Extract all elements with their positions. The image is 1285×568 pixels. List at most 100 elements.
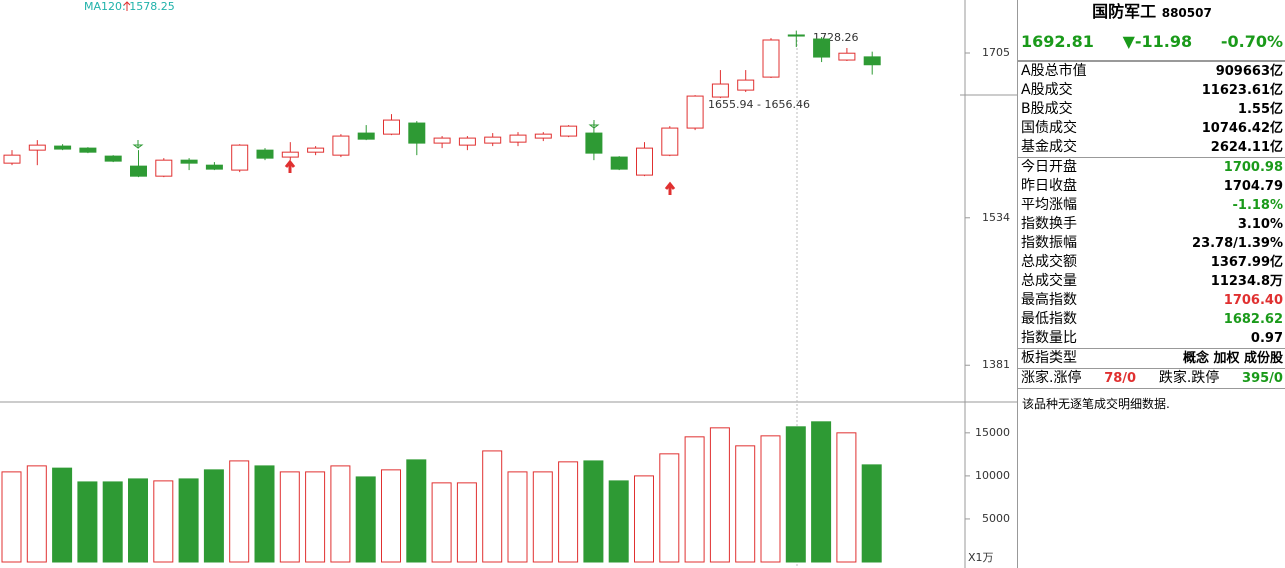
stat-value: 1704.79 <box>1223 179 1283 194</box>
stat-value: 10746.42亿 <box>1201 121 1283 136</box>
stat-row: 指数量比 0.97 <box>1018 329 1285 348</box>
volume-bar <box>456 482 477 563</box>
stat-row: A股总市值 909663亿 <box>1018 61 1285 81</box>
candle-body <box>104 155 122 162</box>
note: 该品种无逐笔成交明细数据. <box>1022 397 1170 411</box>
volume-bar <box>305 471 326 563</box>
candle-body <box>54 145 72 150</box>
candle-body <box>281 151 299 158</box>
stat-value: 2624.11亿 <box>1210 140 1283 155</box>
volume-bar <box>861 464 882 563</box>
candle-body <box>686 95 704 129</box>
volume-bar <box>254 465 275 563</box>
stat-label: A股总市值 <box>1021 63 1087 79</box>
volume-bar <box>684 436 705 563</box>
stat-label: 指数量比 <box>1021 330 1077 346</box>
label: 跌家.跌停 <box>1158 370 1220 386</box>
volume-bar <box>26 465 47 563</box>
candle-body <box>509 134 527 143</box>
stat-value: 1682.62 <box>1223 312 1283 327</box>
volume-bar <box>532 471 553 563</box>
stat-label: A股成交 <box>1021 82 1073 98</box>
candle-body <box>180 159 198 164</box>
volume-bar <box>507 471 528 563</box>
stat-value: 3.10% <box>1237 217 1283 232</box>
candle-body <box>787 34 805 37</box>
panel-header: 国防军工 880507 <box>1018 0 1285 24</box>
candle-body <box>307 147 325 153</box>
volume-bar <box>709 427 730 563</box>
volume-bar <box>128 478 148 563</box>
candle-body <box>357 132 375 140</box>
volume-bar <box>608 480 629 563</box>
stat-label: 今日开盘 <box>1021 159 1077 175</box>
stat-row: B股成交 1.55亿 <box>1018 100 1285 119</box>
candle-body <box>484 136 502 144</box>
volume-bar <box>52 467 73 563</box>
candle-body <box>231 144 249 171</box>
stat-label: B股成交 <box>1021 101 1073 117</box>
down-arrow <box>132 140 144 149</box>
candle-body <box>661 127 679 156</box>
stat-label: 国债成交 <box>1021 120 1077 136</box>
candle-body <box>383 119 400 135</box>
price-row: 1692.81 ▼-11.98 -0.70% <box>1018 24 1285 61</box>
label: 涨家.涨停 <box>1021 370 1082 386</box>
stat-label: 最低指数 <box>1021 311 1077 327</box>
candle-body <box>534 133 552 139</box>
price: 1692.81 <box>1021 32 1094 51</box>
candle-body <box>762 39 780 78</box>
candle-body <box>737 79 755 91</box>
stat-row: 昨日收盘 1704.79 <box>1018 177 1285 196</box>
candle-body <box>28 144 46 151</box>
y-tick-label: 5000 <box>982 512 1010 525</box>
candle-body <box>838 52 856 61</box>
volume-bar <box>634 475 654 563</box>
stat-label: 基金成交 <box>1021 139 1077 155</box>
candle-body <box>458 137 476 146</box>
index-name: 国防军工 <box>1092 2 1157 21</box>
stat-label: 板指类型 <box>1021 350 1077 366</box>
volume-bar <box>229 460 250 563</box>
volume-bar <box>735 445 756 563</box>
candle-body <box>585 132 603 154</box>
volume-bar <box>785 426 806 563</box>
stat-label: 总成交量 <box>1021 273 1077 289</box>
y-tick-label: 10000 <box>975 469 1010 482</box>
volume-bar <box>406 459 427 563</box>
stat-label: 昨日收盘 <box>1021 178 1077 194</box>
volume-bar <box>355 476 376 563</box>
stat-value: 11623.61亿 <box>1201 83 1283 98</box>
volume-bar <box>102 481 123 563</box>
stat-row: 平均涨幅 -1.18% <box>1018 196 1285 215</box>
candle-body <box>256 149 274 159</box>
stat-value: 概念 加权 成份股 <box>1182 351 1283 366</box>
stat-value: 1700.98 <box>1223 160 1283 175</box>
stats: A股总市值 909663亿 A股成交 11623.61亿 B股成交 1.55亿 国债成交 10… <box>1018 61 1285 368</box>
stat-value: 0.97 <box>1250 331 1283 346</box>
up-arrow <box>664 181 676 195</box>
up-arrow <box>284 159 296 173</box>
stat-row: 板指类型 概念 加权 成份股 <box>1018 348 1285 368</box>
volume-bar <box>811 421 832 563</box>
volume-bar <box>659 453 680 563</box>
candle-body <box>79 147 97 153</box>
candle-body <box>3 154 21 164</box>
stat-row: 国债成交 10746.42亿 <box>1018 119 1285 138</box>
volume-bar <box>482 450 503 563</box>
stat-value: -1.18% <box>1232 198 1284 213</box>
stat-row: 最低指数 1682.62 <box>1018 310 1285 329</box>
stat-value: 23.78/1.39% <box>1192 236 1283 251</box>
volume-bar <box>583 460 604 563</box>
stat-value: 1706.40 <box>1223 293 1283 308</box>
stat-value: 909663亿 <box>1215 64 1283 79</box>
annotation: 1655.94 - 1656.46 <box>708 98 810 111</box>
legend: MA120: 1578.25 <box>84 0 175 13</box>
candle-body <box>863 56 881 66</box>
volume-bar <box>836 432 857 563</box>
volume-bar <box>279 471 300 563</box>
candle-body <box>205 164 223 170</box>
candle-body <box>560 125 578 137</box>
candle-body <box>636 147 653 176</box>
volume-bar <box>381 469 401 563</box>
